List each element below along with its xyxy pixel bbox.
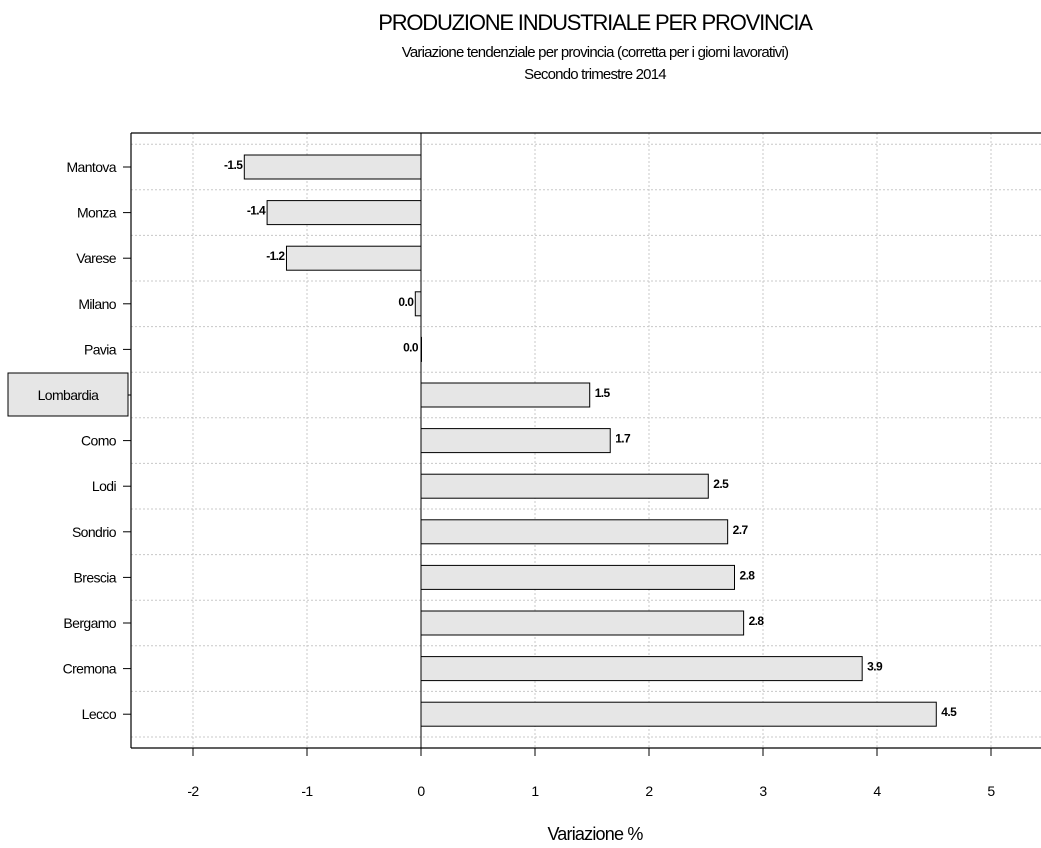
value-label: 2.8: [749, 614, 765, 628]
y-tick-label-varese: Varese: [76, 250, 117, 266]
x-tick-label: 0: [417, 783, 425, 799]
bar-varese: [285, 245, 422, 271]
value-label: 0.0: [403, 340, 419, 354]
bar-mantova: [243, 154, 422, 180]
value-label: 3.9: [867, 660, 883, 674]
y-tick-label-milano: Milano: [78, 296, 116, 312]
y-tick-label-bergamo: Bergamo: [63, 615, 116, 631]
bar-como: [420, 428, 611, 454]
value-label: 4.5: [941, 705, 957, 719]
value-label: -1.5: [224, 158, 243, 172]
y-axis: Mantova Monza Varese Milano Pavia Lombardia Co…: [7, 159, 131, 722]
highlight-box: [7, 372, 129, 417]
y-tick-label-mantova: Mantova: [67, 159, 117, 175]
value-label: 2.8: [740, 568, 756, 582]
x-tick-label: 4: [873, 783, 881, 799]
value-label: 1.5: [595, 386, 611, 400]
x-tick-label: 3: [759, 783, 767, 799]
y-tick-label-lombardia: Lombardia: [38, 387, 100, 403]
y-tick-label-pavia: Pavia: [84, 341, 117, 357]
y-tick-label-brescia: Brescia: [74, 569, 117, 585]
bar-bergamo: [420, 610, 745, 636]
value-label: -1.4: [247, 204, 266, 218]
x-axis-label: Variazione %: [547, 824, 643, 844]
x-tick-label: 5: [987, 783, 995, 799]
chart-subtitle-period: Secondo trimestre 2014: [524, 66, 666, 83]
bar-milano: [414, 291, 422, 317]
value-label: 2.7: [733, 523, 749, 537]
y-tick-label-sondrio: Sondrio: [72, 524, 117, 540]
y-tick-label-monza: Monza: [77, 205, 117, 221]
y-tick-label-cremona: Cremona: [63, 661, 117, 677]
bars: [243, 154, 937, 727]
y-tick-label-como: Como: [81, 433, 117, 449]
value-label: 1.7: [615, 432, 631, 446]
value-label: 0.0: [398, 295, 414, 309]
value-label: -1.2: [266, 249, 285, 263]
value-label: 2.5: [713, 477, 729, 491]
bar-lodi: [420, 473, 709, 499]
bar-brescia: [420, 564, 735, 590]
y-tick-label-lodi: Lodi: [92, 478, 117, 494]
chart-subtitle: Variazione tendenziale per provincia (co…: [401, 44, 789, 61]
x-tick-label: 1: [531, 783, 539, 799]
x-tick-label: -2: [187, 783, 199, 799]
chart-title: PRODUZIONE INDUSTRIALE PER PROVINCIA: [378, 10, 813, 35]
y-tick-label-lecco: Lecco: [82, 706, 117, 722]
value-labels: -1.5 -1.4 -1.2 0.0 0.0 1.5 1.7 2.5 2.7 2.8 2.8 3.9 4…: [224, 158, 958, 719]
x-tick-label: 2: [645, 783, 653, 799]
grid-lines: [131, 133, 1041, 748]
bar-cremona: [420, 656, 863, 682]
bar-sondrio: [420, 519, 729, 545]
x-tick-label: -1: [301, 783, 313, 799]
bar-lombardia: [420, 382, 591, 408]
bar-lecco: [420, 701, 937, 727]
bar-monza: [266, 200, 422, 226]
x-axis: -2 -1 0 1 2 3 4 5: [187, 748, 996, 799]
